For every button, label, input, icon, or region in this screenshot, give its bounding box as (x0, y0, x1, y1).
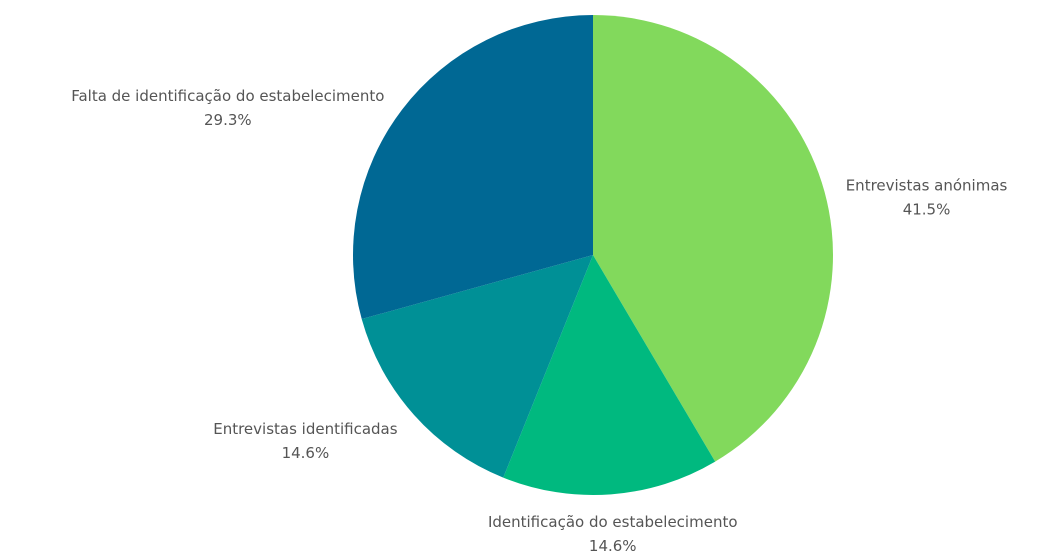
slice-value-label: 29.3% (204, 111, 252, 129)
slice-value-label: 14.6% (589, 537, 637, 555)
slice-label: Entrevistas anónimas (846, 176, 1008, 194)
slice-value-label: 14.6% (282, 444, 330, 462)
pie-slice (353, 15, 593, 320)
pie-slice (361, 255, 593, 478)
pie-slice (503, 255, 716, 495)
pie-slice (593, 15, 834, 462)
slice-label: Entrevistas identificadas (213, 420, 398, 438)
slice-label: Identificação do estabelecimento (488, 513, 738, 531)
slice-value-label: 41.5% (903, 200, 951, 218)
slice-label: Falta de identificação do estabeleciment… (71, 87, 384, 105)
